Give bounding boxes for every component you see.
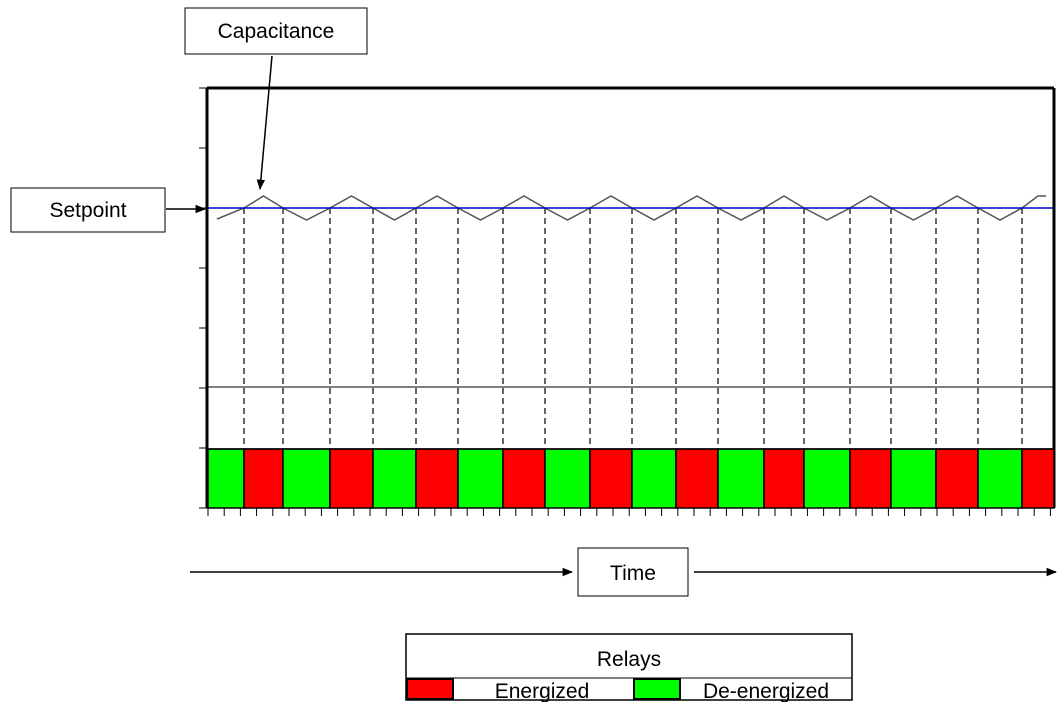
legend-energized-label: Energized (495, 680, 590, 702)
relay-state-bar (207, 448, 1055, 509)
relay-segment-de-energized (282, 448, 331, 509)
relay-segment-energized (329, 448, 374, 509)
time-axis: Time (190, 547, 1058, 597)
legend-de-energized-label: De-energized (703, 680, 829, 702)
relay-segment-de-energized (803, 448, 851, 509)
relay-segment-energized (935, 448, 979, 509)
relay-segment-energized (763, 448, 805, 509)
relay-segment-energized (502, 448, 546, 509)
relay-segment-de-energized (717, 448, 765, 509)
time-label: Time (610, 562, 656, 585)
relay-segment-de-energized (890, 448, 937, 509)
capacitance-label: Capacitance (218, 20, 335, 43)
capacitance-callout: Capacitance (184, 7, 368, 191)
transition-dashed-lines (243, 208, 1023, 449)
relay-segment-de-energized (207, 448, 245, 509)
energized-swatch (406, 678, 454, 700)
relay-segment-de-energized (544, 448, 591, 509)
relay-segment-de-energized (372, 448, 417, 509)
relay-segment-de-energized (631, 448, 677, 509)
relay-segment-de-energized (457, 448, 504, 509)
relays-legend: Relays Energized De-energized (405, 633, 853, 702)
legend-title: Relays (597, 648, 661, 671)
setpoint-label: Setpoint (49, 199, 126, 222)
relay-segment-energized (849, 448, 892, 509)
time-box (577, 547, 689, 597)
setpoint-callout: Setpoint (10, 187, 207, 233)
capacitance-arrow (256, 55, 273, 191)
relay-segment-energized (243, 448, 284, 509)
relay-segment-energized (675, 448, 719, 509)
capacitance-wave (216, 195, 1046, 221)
x-axis-ticks (207, 508, 1051, 516)
plot-frame (205, 86, 1056, 509)
relay-segment-energized (589, 448, 633, 509)
relay-segment-energized (1021, 448, 1055, 509)
de-energized-swatch (633, 678, 681, 700)
relay-segment-de-energized (977, 448, 1023, 509)
relay-segment-energized (415, 448, 459, 509)
